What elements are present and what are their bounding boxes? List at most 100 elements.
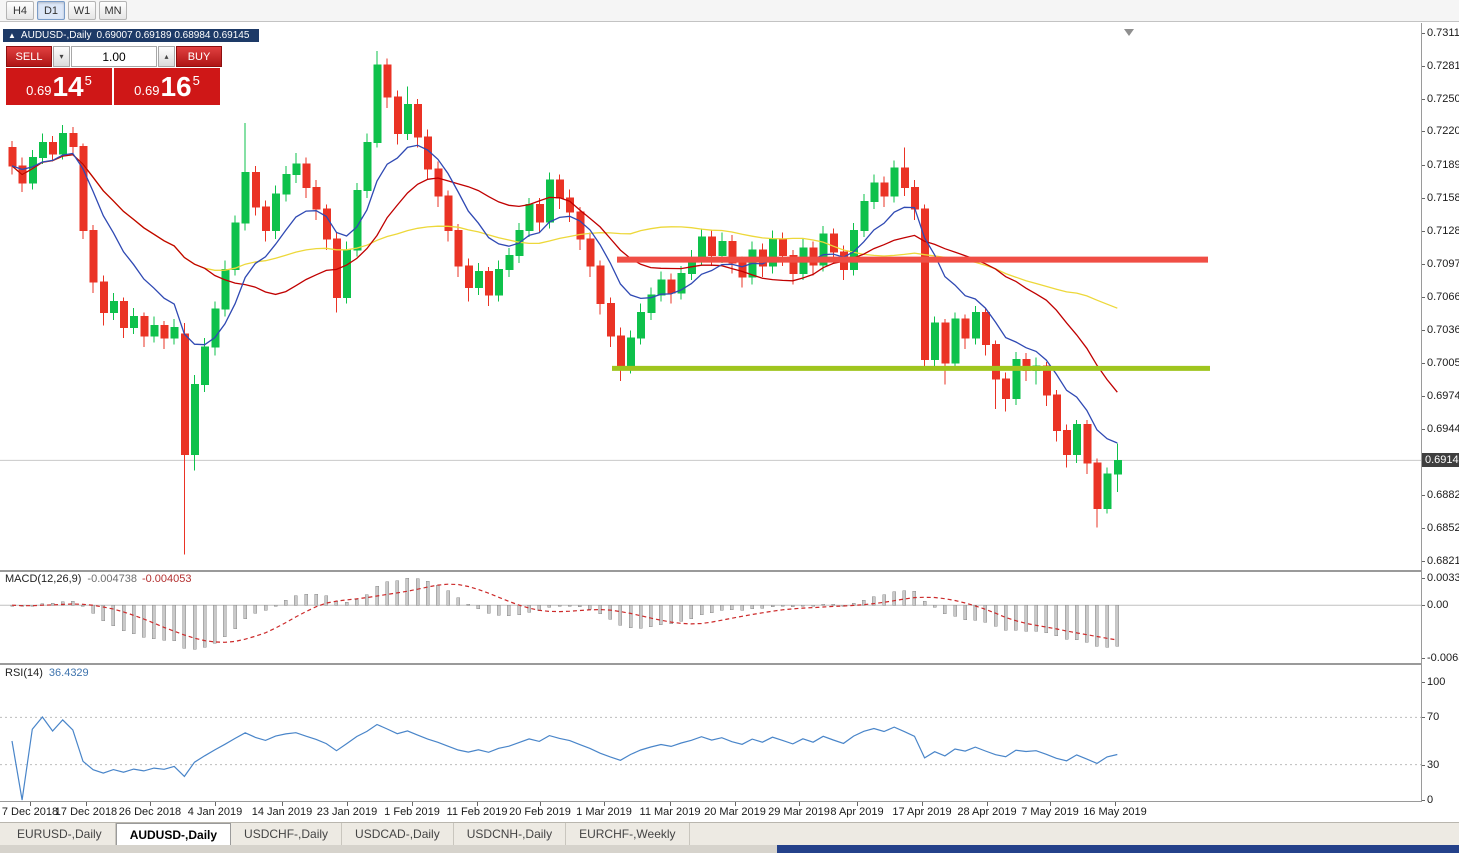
date-axis-tick bbox=[347, 802, 348, 806]
candle-up bbox=[373, 50, 382, 148]
axis-tick bbox=[1422, 33, 1425, 34]
candle-down bbox=[262, 200, 270, 242]
tab-eurchf-weekly[interactable]: EURCHF-,Weekly bbox=[566, 823, 690, 845]
tab-eurusd-daily[interactable]: EURUSD-,Daily bbox=[4, 823, 116, 845]
axis-tick bbox=[1422, 428, 1425, 430]
price-axis-label: 0.71585 bbox=[1427, 191, 1459, 204]
collapse-icon[interactable]: ▲ bbox=[8, 30, 16, 40]
candle-down bbox=[921, 204, 930, 371]
macd-histogram-bar bbox=[284, 600, 288, 606]
candle-up bbox=[272, 185, 281, 240]
sell-button[interactable]: SELL bbox=[6, 46, 52, 67]
candle-down bbox=[49, 135, 58, 162]
macd-histogram-bar bbox=[294, 595, 298, 606]
candle-up bbox=[769, 230, 777, 274]
macd-panel-canvas[interactable] bbox=[0, 572, 1421, 663]
macd-name: MACD(12,26,9) bbox=[5, 573, 82, 585]
candle-down bbox=[99, 275, 108, 326]
candle-up bbox=[1103, 467, 1112, 514]
volume-input[interactable] bbox=[71, 46, 157, 67]
date-axis-label: 1 Mar 2019 bbox=[576, 806, 632, 818]
macd-histogram-bar bbox=[730, 604, 734, 611]
timeframe-button-w1[interactable]: W1 bbox=[68, 1, 96, 20]
candle-up bbox=[403, 86, 412, 141]
macd-histogram-bar bbox=[963, 604, 967, 620]
date-axis-label: 7 Dec 2018 bbox=[1, 806, 59, 818]
price-axis-label: 0.72505 bbox=[1427, 92, 1459, 105]
ma-mid-line bbox=[11, 154, 1118, 393]
candle-down bbox=[454, 224, 463, 277]
macd-histogram-bar bbox=[314, 593, 318, 606]
candle-down bbox=[992, 340, 1001, 410]
date-axis[interactable]: 7 Dec 2018 17 Dec 2018 26 Dec 2018 4 Jan 20… bbox=[0, 802, 1421, 822]
macd-histogram-bar bbox=[811, 604, 815, 607]
macd-histogram-bar bbox=[720, 604, 724, 611]
axis-tick bbox=[1422, 764, 1425, 766]
candle-up bbox=[343, 241, 352, 304]
date-axis-tick bbox=[670, 802, 671, 806]
candle-down bbox=[961, 314, 970, 349]
macd-histogram-bar bbox=[618, 604, 623, 626]
macd-histogram-bar bbox=[892, 591, 896, 606]
timeframe-button-h4[interactable]: H4 bbox=[6, 1, 34, 20]
sell-price-prefix: 0.69 bbox=[26, 83, 52, 98]
tab-usdcnh-daily[interactable]: USDCNH-,Daily bbox=[454, 823, 567, 845]
timeframe-button-d1[interactable]: D1 bbox=[37, 1, 65, 20]
candle-up bbox=[637, 303, 646, 345]
date-axis-tick bbox=[1115, 802, 1116, 806]
macd-histogram-bar bbox=[486, 604, 491, 614]
volume-up-button[interactable]: ▴ bbox=[158, 46, 175, 67]
macd-histogram-bar bbox=[192, 604, 197, 650]
panel-separator[interactable] bbox=[0, 570, 1459, 572]
candle-up bbox=[495, 260, 504, 302]
tab-usdcad-daily[interactable]: USDCAD-,Daily bbox=[342, 823, 454, 845]
main-chart-canvas[interactable] bbox=[0, 23, 1421, 570]
candle-up bbox=[38, 133, 47, 164]
axis-tick bbox=[1422, 717, 1425, 719]
rsi-panel-canvas[interactable] bbox=[0, 665, 1421, 801]
date-axis-tick bbox=[735, 802, 736, 806]
chart-shift-marker-icon[interactable] bbox=[1124, 29, 1134, 36]
date-axis-tick bbox=[922, 802, 923, 806]
buy-button[interactable]: BUY bbox=[176, 46, 222, 67]
volume-down-button[interactable]: ▾ bbox=[53, 46, 70, 67]
panel-separator[interactable] bbox=[0, 663, 1459, 665]
macd-histogram-bar bbox=[689, 604, 694, 619]
timeframe-button-mn[interactable]: MN bbox=[99, 1, 127, 20]
candle-up bbox=[951, 312, 960, 371]
sell-price-display[interactable]: 0.69 14 5 bbox=[6, 68, 112, 105]
chart-title-bar: ▲ AUDUSD-,Daily 0.69007 0.69189 0.68984 … bbox=[3, 29, 259, 42]
macd-histogram-bar bbox=[466, 604, 471, 606]
chart-ohlc-values: 0.69007 0.69189 0.68984 0.69145 bbox=[96, 30, 250, 41]
candle-down bbox=[789, 249, 798, 285]
macd-histogram-bar bbox=[436, 585, 440, 606]
macd-main-value: -0.004738 bbox=[87, 573, 137, 585]
macd-histogram-bar bbox=[1003, 604, 1008, 631]
date-axis-label: 11 Feb 2019 bbox=[446, 806, 508, 818]
macd-histogram-bar bbox=[679, 604, 683, 622]
macd-histogram-bar bbox=[882, 594, 886, 606]
tab-audusd-daily[interactable]: AUDUSD-,Daily bbox=[115, 823, 232, 845]
candle-down bbox=[941, 318, 950, 385]
one-click-trading-panel: SELL ▾ ▴ BUY 0.69 14 5 0.69 16 5 bbox=[6, 46, 222, 105]
date-axis-tick bbox=[799, 802, 800, 806]
candle-down bbox=[89, 225, 98, 293]
buy-price-display[interactable]: 0.69 16 5 bbox=[114, 68, 220, 105]
macd-histogram-bar bbox=[578, 604, 582, 608]
macd-histogram-bar bbox=[831, 603, 836, 606]
tab-usdchf-daily[interactable]: USDCHF-,Daily bbox=[231, 823, 343, 845]
date-axis-tick bbox=[477, 802, 478, 806]
candle-up bbox=[292, 153, 301, 184]
macd-histogram-bar bbox=[121, 604, 126, 631]
candle-up bbox=[231, 215, 240, 276]
candle-up bbox=[150, 316, 159, 343]
rsi-line bbox=[11, 716, 1118, 801]
date-axis-tick bbox=[540, 802, 541, 806]
macd-histogram-bar bbox=[446, 590, 450, 606]
date-axis-tick bbox=[1050, 802, 1051, 806]
